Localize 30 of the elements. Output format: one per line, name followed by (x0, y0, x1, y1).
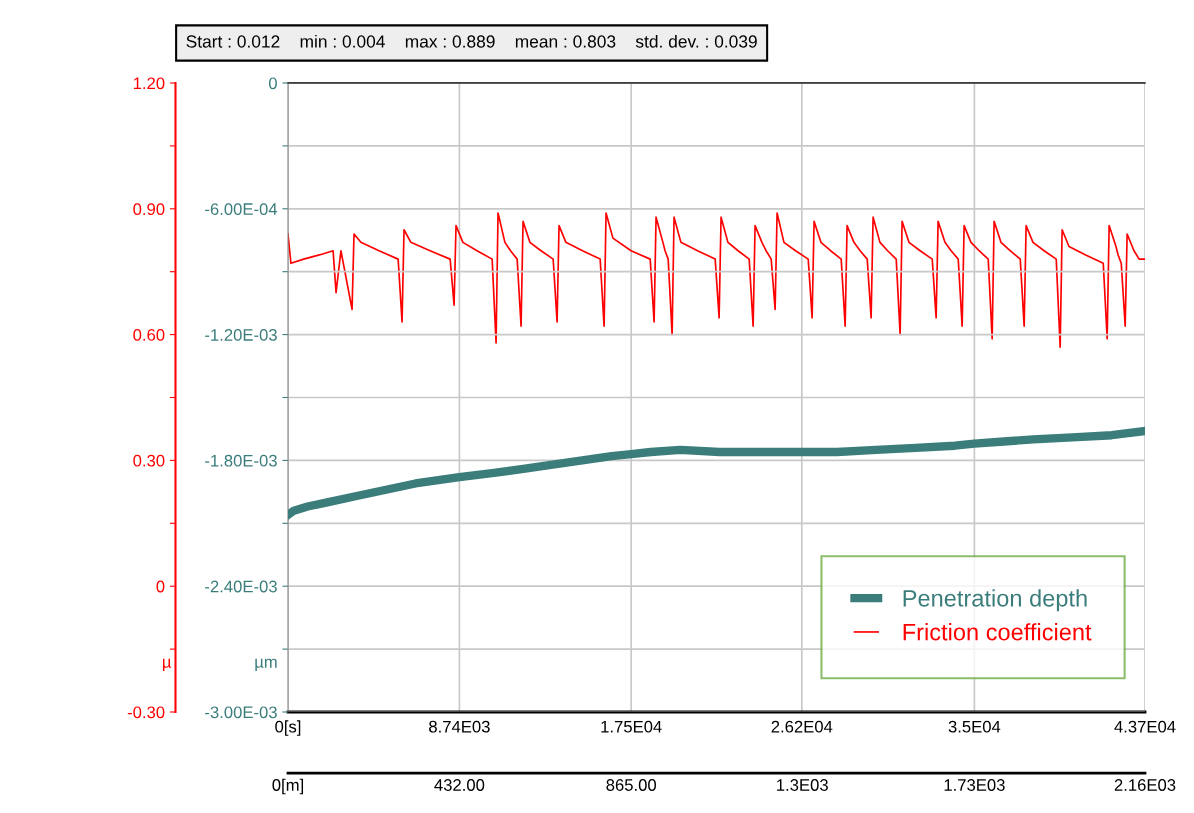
legend-label: Penetration depth (903, 589, 1087, 612)
x-tick-label: 0[s] (275, 720, 301, 736)
y-tick-label: 0.60 (133, 329, 165, 341)
x2-tick-label: 1.3E03 (777, 779, 828, 791)
y-axis-title: µ (162, 658, 172, 672)
x-tick-label: 8.74E03 (429, 720, 490, 733)
y2-axis-title: µm (255, 658, 277, 672)
x-tick-label: 1.75E04 (601, 720, 662, 733)
x2-tick-label: 865.00 (606, 779, 657, 791)
y2-tick-label: -6.00E-04 (205, 203, 278, 215)
y2-tick-label: -1.20E-03 (205, 329, 277, 341)
x-tick-label: 2.62E04 (771, 720, 833, 733)
x2-tick-label: 432.00 (434, 779, 485, 791)
x2-tick-label: 2.16E03 (1114, 779, 1176, 791)
y2-tick-label: 0 (268, 77, 277, 90)
x2-tick-label: 1.73E03 (944, 779, 1005, 791)
y-tick-label: 0.90 (133, 203, 165, 215)
legend-label: Friction coefficient (903, 623, 1092, 641)
y2-tick-label: -3.00E-03 (205, 706, 277, 719)
y-tick-label: 0.30 (133, 454, 165, 467)
y-tick-label: 0 (156, 580, 165, 593)
text: Start : 0.012 min : 0.004 max : 0.889 mean : 0.803 std. dev. : 0.039 (186, 34, 757, 48)
x-tick-label: 3.5E04 (948, 720, 1001, 733)
line-series (288, 212, 1145, 349)
y-tick-label: 1.20 (133, 77, 165, 90)
y2-tick-label: -1.80E-03 (205, 454, 277, 467)
x-tick-label: 4.37E04 (1114, 720, 1176, 733)
y2-tick-label: -2.40E-03 (205, 580, 277, 593)
x2-tick-label: 0[m] (272, 778, 304, 795)
y-tick-label: -0.30 (127, 706, 165, 719)
